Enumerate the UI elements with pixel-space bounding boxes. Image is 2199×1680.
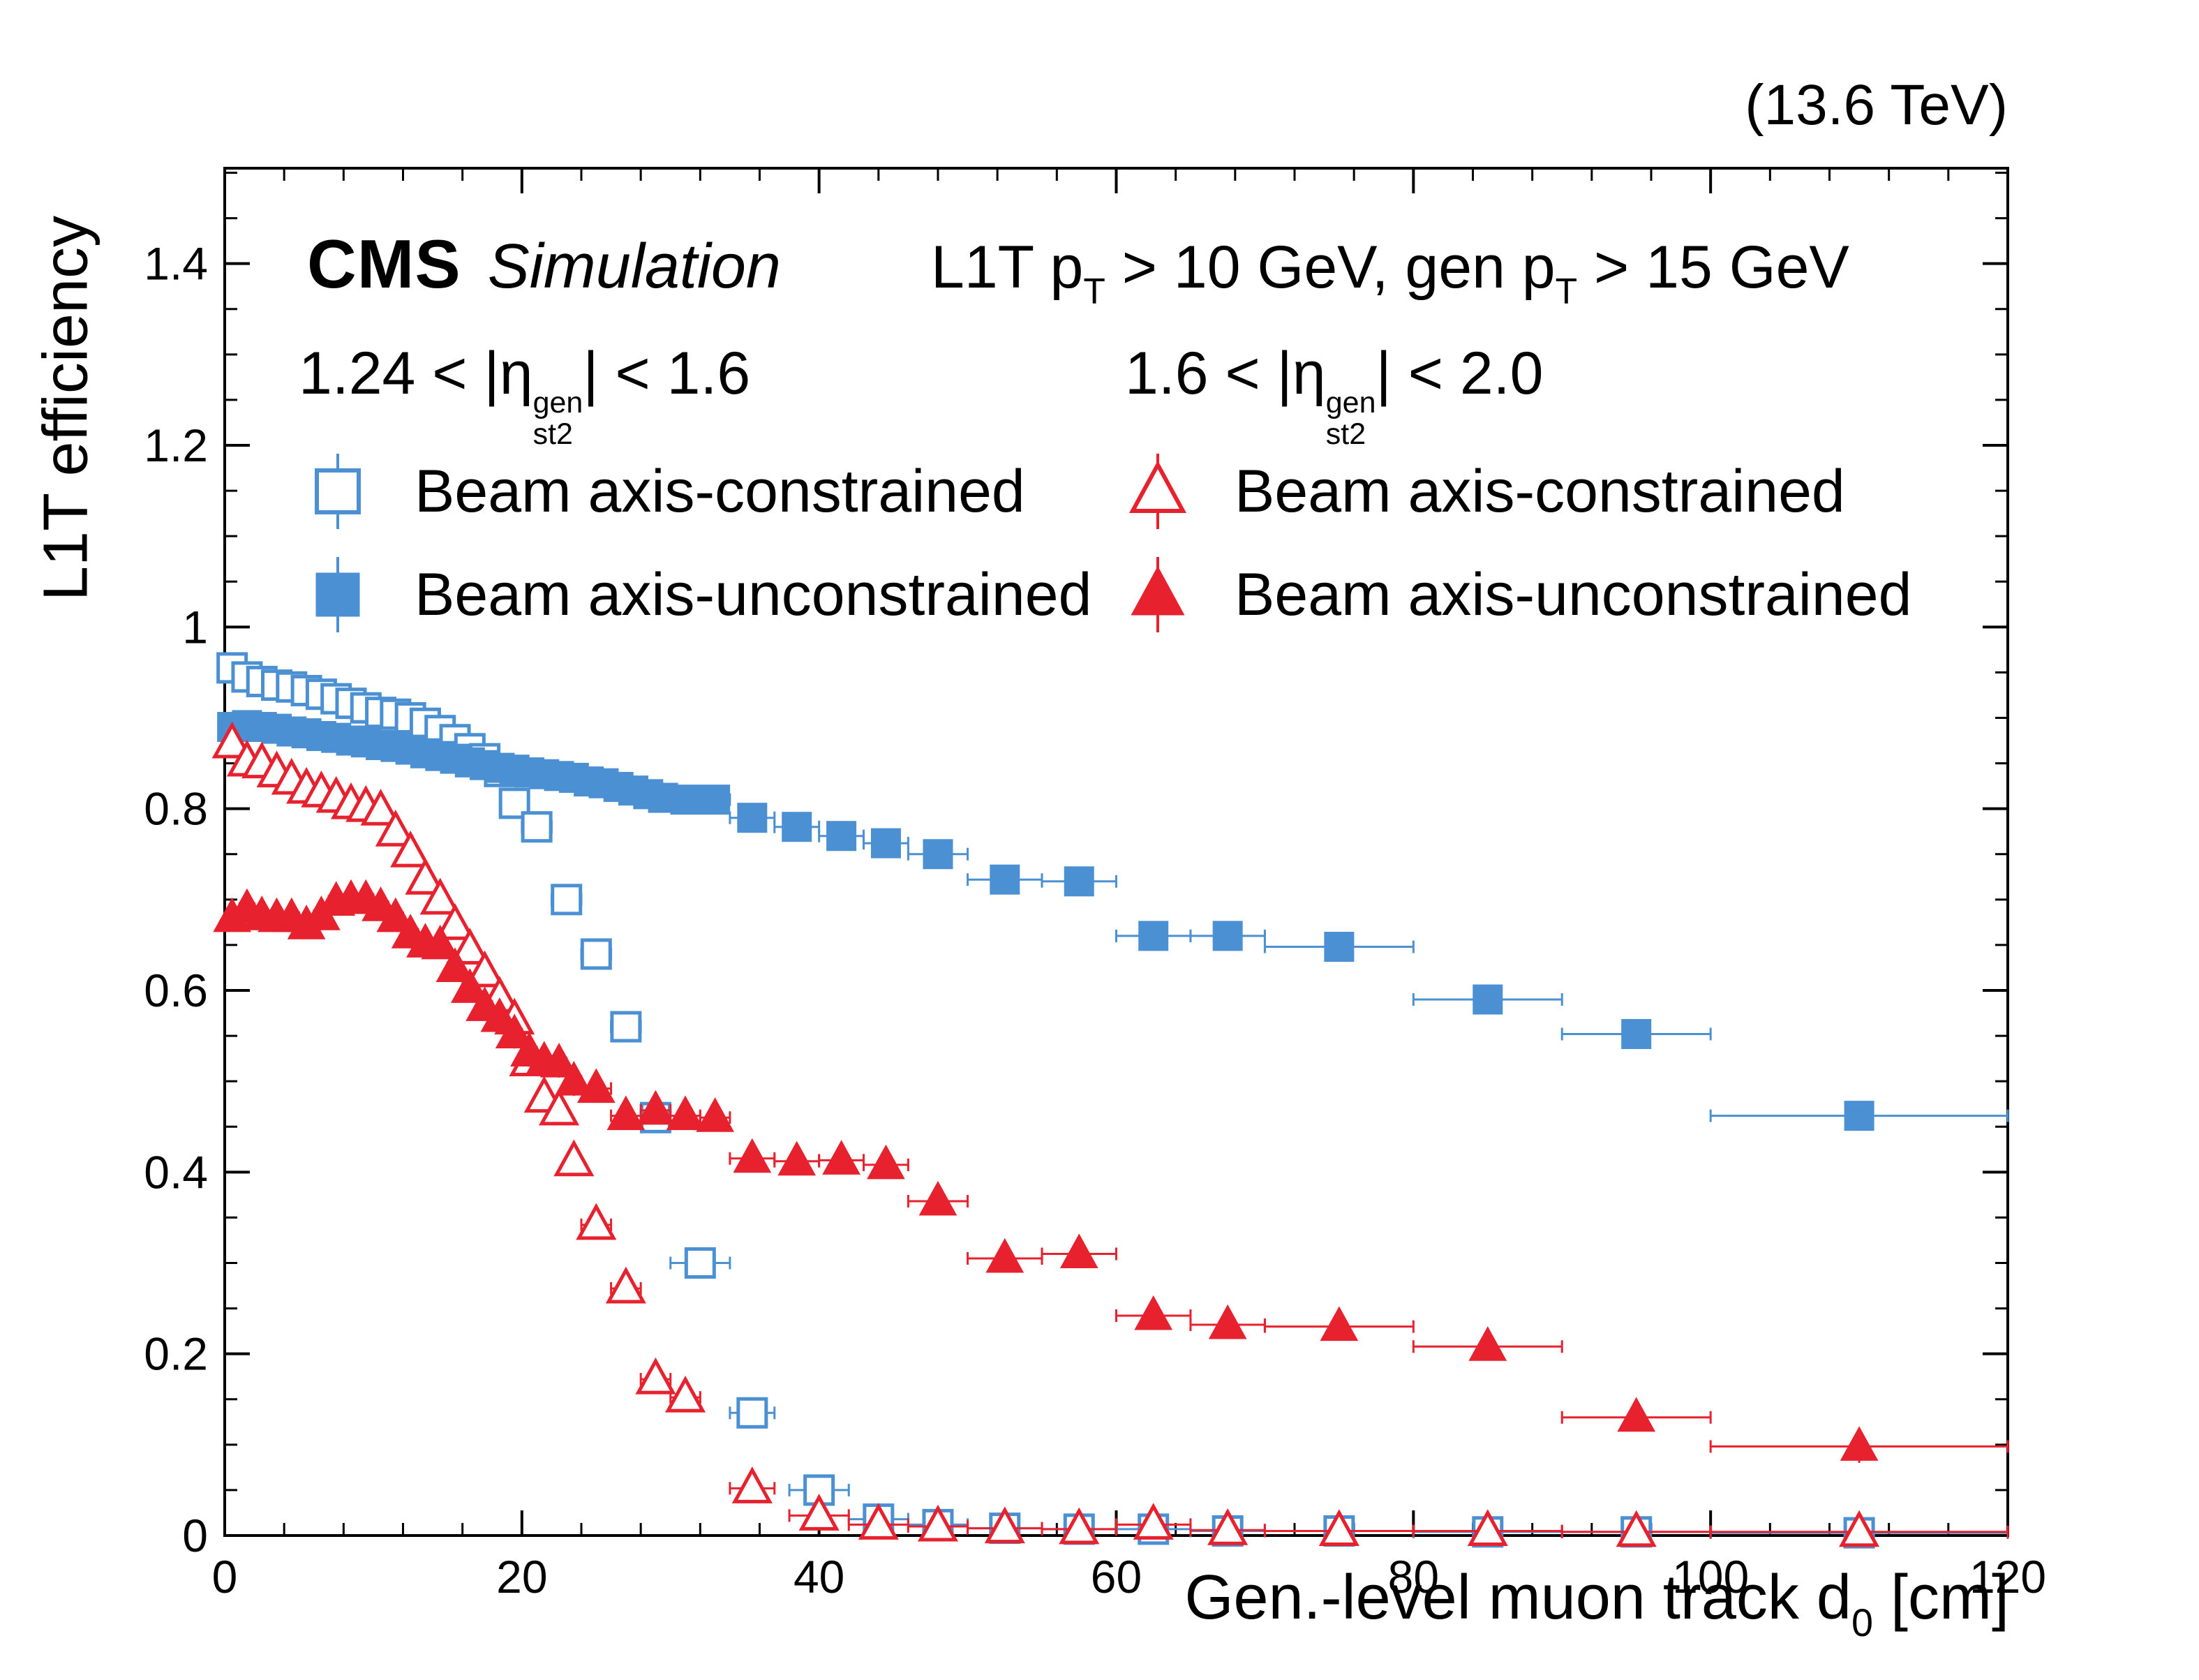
series-2 — [211, 721, 2009, 1547]
x-tick-label: 80 — [1388, 1551, 1439, 1603]
x-tick-label: 100 — [1672, 1551, 1749, 1603]
y-tick-label: 1.2 — [144, 419, 208, 471]
y-tick-label: 1 — [182, 601, 208, 653]
simulation-label: Simulation — [487, 232, 781, 302]
series-3 — [213, 879, 2009, 1463]
y-tick-label: 0.2 — [144, 1328, 208, 1380]
x-tick-label: 0 — [212, 1551, 238, 1603]
x-tick-label: 20 — [496, 1551, 547, 1603]
legend-label: Beam axis-constrained — [415, 457, 1025, 525]
series-0 — [216, 652, 2009, 1549]
series-1 — [217, 710, 2009, 1131]
y-tick-label: 0.8 — [144, 783, 208, 835]
legend-label: Beam axis-unconstrained — [1235, 560, 1912, 628]
selection-label: L1T pT > 10 GeV, gen pT > 15 GeV — [931, 234, 1849, 312]
filled-triangle-marker-icon — [1113, 550, 1202, 639]
axes: 0 20 40 60 80 100 120 0 0.2 0.4 0.6 0.8 1 1.2 1.4 — [144, 167, 2046, 1603]
y-tick-label: 0.6 — [144, 965, 208, 1016]
cms-header-row: CMS Simulation L1T pT > 10 GeV, gen pT >… — [307, 225, 1849, 312]
x-tick-label: 60 — [1091, 1551, 1142, 1603]
eta-range-header-2: 1.6 < |η gen st2 | < 2.0 — [1125, 340, 1544, 451]
open-triangle-marker-icon — [1113, 447, 1202, 536]
y-tick-label: 0.4 — [144, 1146, 208, 1198]
x-tick-label: 40 — [793, 1551, 844, 1603]
legend-entry-constrained-eta2: Beam axis-constrained — [1113, 447, 1845, 536]
legend-label: Beam axis-unconstrained — [415, 560, 1092, 628]
energy-label: (13.6 TeV) — [1745, 73, 2008, 137]
x-tick-label: 120 — [1969, 1551, 2046, 1603]
eta-symbol: η — [1292, 340, 1326, 407]
legend-entry-unconstrained-eta2: Beam axis-unconstrained — [1113, 550, 1911, 639]
x-axis-title: Gen.-level muon track d0 [cm] — [1184, 1563, 2009, 1645]
legend-entry-constrained-eta1: Beam axis-constrained — [293, 447, 1025, 536]
filled-square-marker-icon — [293, 550, 382, 639]
eta-range-header-1: 1.24 < |η gen st2 | < 1.6 — [299, 340, 751, 451]
cms-label: CMS — [307, 225, 461, 302]
legend-label: Beam axis-constrained — [1235, 457, 1845, 525]
legend-entry-unconstrained-eta1: Beam axis-unconstrained — [293, 550, 1091, 639]
y-axis-title: L1T efficiency — [31, 216, 101, 601]
y-tick-label: 0 — [182, 1510, 208, 1561]
y-tick-label: 1.4 — [144, 238, 208, 290]
eta-symbol: η — [499, 340, 533, 407]
open-square-marker-icon — [293, 447, 382, 536]
